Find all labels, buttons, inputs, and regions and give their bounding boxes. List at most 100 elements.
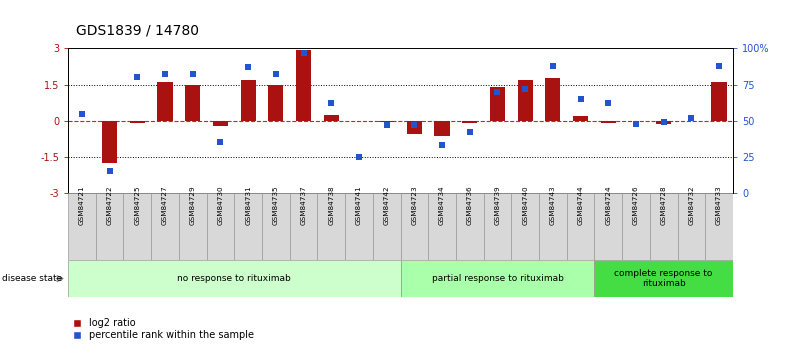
Point [408, 122, 421, 128]
Bar [656, 121, 671, 124]
Bar [594, 260, 733, 297]
Point [463, 130, 476, 135]
Point [103, 169, 116, 174]
Point [602, 101, 614, 106]
Text: no response to rituximab: no response to rituximab [177, 274, 292, 283]
Bar [262, 193, 290, 260]
Bar [429, 193, 456, 260]
Point [380, 122, 393, 128]
Text: GSM84738: GSM84738 [328, 186, 334, 226]
Point [242, 65, 255, 70]
Legend: log2 ratio, percentile rank within the sample: log2 ratio, percentile rank within the s… [73, 318, 253, 340]
Text: GSM84726: GSM84726 [633, 186, 639, 226]
Text: GSM84743: GSM84743 [549, 186, 556, 226]
Bar [567, 193, 594, 260]
Bar [296, 49, 311, 121]
Bar [484, 193, 511, 260]
Bar [573, 116, 588, 121]
Bar [317, 193, 345, 260]
Bar [345, 193, 372, 260]
Bar [207, 193, 235, 260]
Bar [96, 193, 123, 260]
Point [131, 75, 143, 80]
Bar [235, 193, 262, 260]
Text: GSM84727: GSM84727 [162, 186, 168, 226]
Point [352, 154, 365, 160]
Bar [462, 121, 477, 123]
Bar [407, 121, 422, 134]
Text: GSM84731: GSM84731 [245, 186, 252, 226]
Point [75, 111, 88, 116]
Point [685, 115, 698, 121]
Bar [102, 121, 117, 163]
Bar [678, 193, 705, 260]
Bar [158, 82, 173, 121]
Bar [240, 80, 256, 121]
Bar [179, 193, 207, 260]
Bar [539, 193, 567, 260]
Bar [185, 85, 200, 121]
Bar [490, 87, 505, 121]
Point [491, 89, 504, 95]
Bar [511, 193, 539, 260]
Text: GSM84742: GSM84742 [384, 186, 389, 226]
Text: GSM84721: GSM84721 [79, 186, 85, 226]
Bar [594, 193, 622, 260]
Bar [268, 85, 284, 121]
Bar [622, 193, 650, 260]
Bar [456, 193, 484, 260]
Point [187, 72, 199, 77]
Point [297, 50, 310, 56]
Text: GSM84740: GSM84740 [522, 186, 528, 226]
Bar [123, 193, 151, 260]
Text: GSM84735: GSM84735 [273, 186, 279, 226]
Text: GSM84728: GSM84728 [661, 186, 666, 226]
Text: GSM84733: GSM84733 [716, 186, 722, 226]
Point [519, 86, 532, 92]
Bar [290, 193, 317, 260]
Bar [372, 193, 400, 260]
Text: GSM84732: GSM84732 [688, 186, 694, 226]
Text: GSM84722: GSM84722 [107, 186, 113, 226]
Point [713, 63, 726, 68]
Bar [711, 82, 727, 121]
Text: GSM84736: GSM84736 [467, 186, 473, 226]
Text: GSM84741: GSM84741 [356, 186, 362, 226]
Point [325, 101, 338, 106]
Point [658, 119, 670, 125]
Bar [517, 80, 533, 121]
Text: GSM84729: GSM84729 [190, 186, 195, 226]
Bar [324, 115, 339, 121]
Bar [68, 260, 400, 297]
Point [436, 142, 449, 148]
Bar [379, 121, 394, 122]
Point [269, 72, 282, 77]
Point [546, 63, 559, 68]
Text: GSM84734: GSM84734 [439, 186, 445, 226]
Text: complete response to
rituximab: complete response to rituximab [614, 269, 713, 288]
Bar [213, 121, 228, 126]
Text: GSM84724: GSM84724 [606, 186, 611, 226]
Text: disease state: disease state [2, 274, 62, 283]
Text: GSM84737: GSM84737 [300, 186, 307, 226]
Text: GSM84723: GSM84723 [412, 186, 417, 226]
Bar [400, 260, 594, 297]
Bar [705, 193, 733, 260]
Bar [650, 193, 678, 260]
Text: GSM84744: GSM84744 [578, 186, 584, 226]
Bar [545, 79, 561, 121]
Text: GDS1839 / 14780: GDS1839 / 14780 [76, 24, 199, 38]
Point [630, 121, 642, 126]
Bar [601, 121, 616, 123]
Bar [434, 121, 449, 136]
Bar [130, 121, 145, 123]
Text: GSM84730: GSM84730 [217, 186, 223, 226]
Point [159, 72, 171, 77]
Bar [151, 193, 179, 260]
Bar [400, 193, 429, 260]
Point [214, 140, 227, 145]
Text: GSM84739: GSM84739 [494, 186, 501, 226]
Text: GSM84725: GSM84725 [135, 186, 140, 226]
Text: partial response to rituximab: partial response to rituximab [432, 274, 563, 283]
Bar [68, 193, 96, 260]
